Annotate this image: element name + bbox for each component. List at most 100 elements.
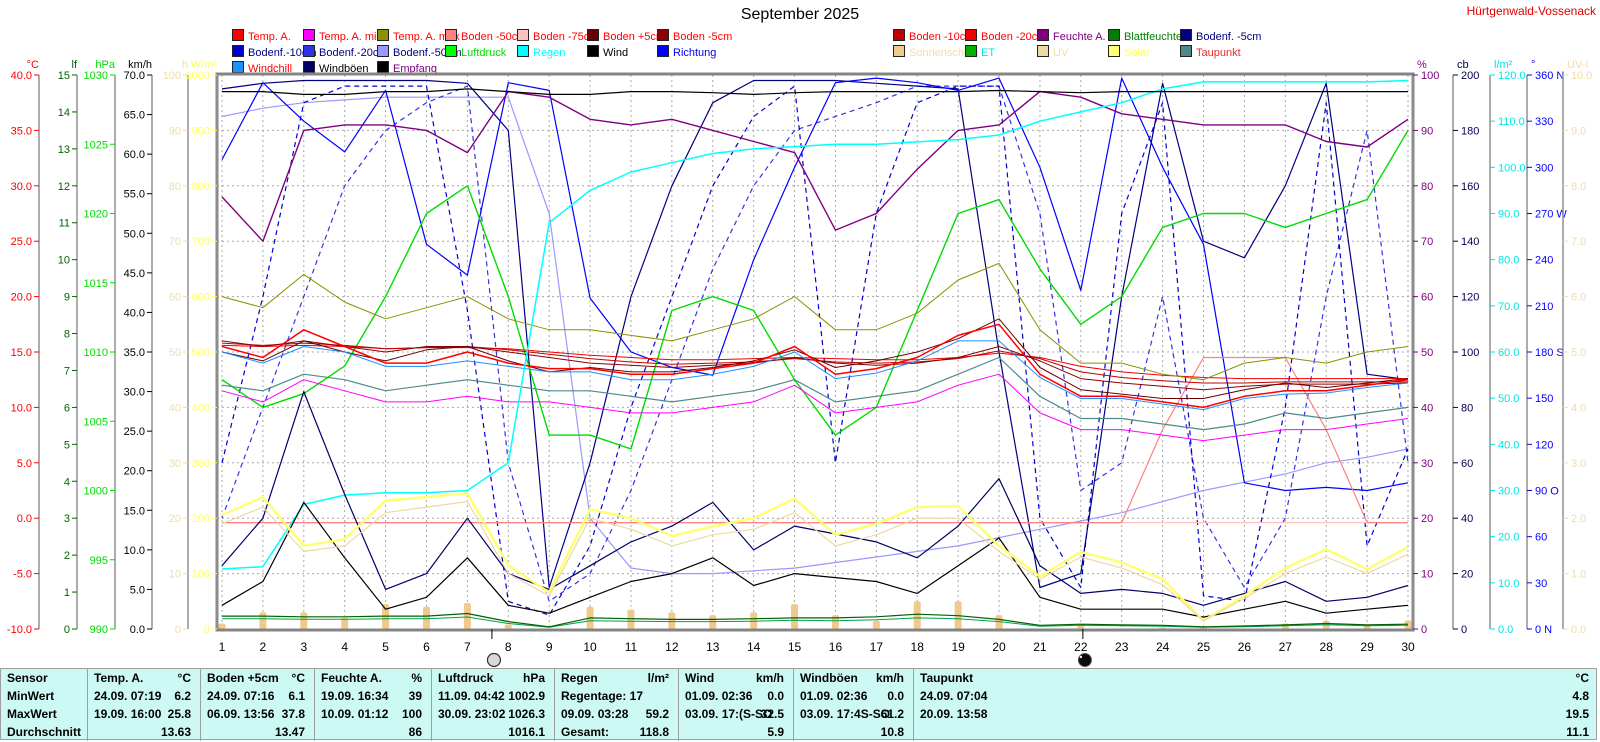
- series-sonnenschein-bar: [218, 623, 226, 629]
- stat-max: 20.09. 13:58 19.5: [914, 706, 1598, 724]
- axis-tick-label: 9: [64, 292, 70, 304]
- series-solar: [221, 492, 1409, 622]
- series-blattfeuchte: [222, 612, 1409, 628]
- x-axis-day-label: 7: [464, 640, 471, 654]
- axis-tick-label: 15: [58, 70, 70, 82]
- legend-swatch-icon: [657, 29, 669, 41]
- legend-swatch-icon: [232, 29, 244, 41]
- stat-avg: 86: [315, 724, 431, 742]
- series-temp-a: [221, 323, 1409, 409]
- stat-header: Temp. A. °C: [88, 670, 200, 688]
- axis-tick-label: 45.0: [124, 268, 145, 280]
- legend-item-luftdruck: Luftdruck: [445, 45, 507, 59]
- legend-swatch-icon: [445, 45, 457, 57]
- stat-min-value: 0.0: [767, 689, 784, 703]
- axis-tick-label: 90.0: [1498, 209, 1519, 221]
- stat-header-label: Taupunkt: [920, 671, 974, 685]
- axis-tick-label: 100: [192, 569, 210, 581]
- axis-tick-label: 0: [175, 624, 181, 636]
- legend-label: Blattfeuchte: [1124, 31, 1183, 43]
- stat-avg-value: 13.63: [160, 725, 191, 739]
- legend-label: Bodenf.-20cm: [319, 47, 388, 59]
- legend-swatch-icon: [517, 45, 529, 57]
- axis-tick-label: 300: [192, 458, 210, 470]
- stats-col-taupunkt: Taupunkt °C 24.09. 07:04 4.8 20.09. 13:58 19.…: [913, 669, 1598, 741]
- x-axis-day-label: 10: [583, 640, 597, 654]
- series-sonnenschein-bar: [831, 615, 839, 629]
- stat-header: Taupunkt °C: [914, 670, 1598, 688]
- axis-tick-label: 30.0: [124, 387, 145, 399]
- legend-label: Luftdruck: [461, 47, 507, 59]
- axis-tick-label: 270 W: [1535, 209, 1567, 221]
- stat-avg-value: 11.1: [1566, 725, 1589, 739]
- legend-label: Bodenf. -5cm: [1196, 31, 1262, 43]
- axis-tick-label: 0.0: [130, 624, 145, 636]
- stat-header-label: Regen: [561, 671, 598, 685]
- legend-label: Richtung: [673, 47, 717, 59]
- x-axis-day-label: 18: [911, 640, 925, 654]
- axis-tick-label: 7.0: [1571, 236, 1586, 248]
- stat-header-label: Boden +5cm: [207, 671, 279, 685]
- axis-tick-label: 60: [1461, 458, 1473, 470]
- legend-label: Boden -5cm: [673, 31, 733, 43]
- row-label-durchschnitt-label: Durchschnitt: [7, 725, 82, 739]
- stat-min-value: 0.0: [887, 689, 904, 703]
- axis-tick-label: 120: [1461, 292, 1479, 304]
- stat-max: 06.09. 13:56 37.8: [201, 706, 314, 724]
- axis-tick-label: 8.0: [1571, 181, 1586, 193]
- x-axis-day-label: 2: [260, 640, 267, 654]
- axis-tick-label: 50.0: [1498, 393, 1519, 405]
- legend-item-windchill: Windchill: [232, 61, 292, 75]
- axis-tick-label: 1010: [84, 347, 108, 359]
- axis-tick-label: 15.0: [124, 505, 145, 517]
- x-axis-day-label: 24: [1156, 640, 1170, 654]
- axis-tick-label: 1005: [84, 416, 108, 428]
- axis-tick-label: 30: [1535, 578, 1547, 590]
- axis-tick-label: 5.0: [17, 458, 32, 470]
- axis-tick-label: 0: [64, 624, 70, 636]
- axis-tick-label: 70: [169, 236, 181, 248]
- stat-header-label: Windböen: [800, 671, 858, 685]
- axis-tick-label: 1.0: [1571, 569, 1586, 581]
- x-axis-day-label: 27: [1279, 640, 1293, 654]
- stat-avg: 13.63: [88, 724, 200, 742]
- legend-label: Windböen: [319, 63, 369, 75]
- axis-tick-label: 90 O: [1535, 486, 1559, 498]
- axis-tick-label: 160: [1461, 181, 1479, 193]
- legend-swatch-icon: [893, 29, 905, 41]
- legend-item-et: ET: [965, 45, 995, 59]
- axis-tick-label: 5.0: [1571, 347, 1586, 359]
- stat-min-label: 24.09. 07:16: [207, 689, 275, 703]
- axis-tick-label: 5: [64, 439, 70, 451]
- axis-tick-label: 8: [64, 329, 70, 341]
- stat-header-value: hPa: [522, 671, 545, 685]
- stat-max-value: 100: [401, 707, 422, 721]
- axis-tick-label: 3.0: [1571, 458, 1586, 470]
- axis-tick-label: -10.0: [7, 624, 32, 636]
- legend-item-bodenf-20cm: Bodenf.-20cm: [303, 45, 388, 59]
- axis-tick-label: 0.0: [1571, 624, 1586, 636]
- series-et: [222, 616, 1409, 628]
- axis-tick-label: 20: [1421, 513, 1433, 525]
- stat-max-label: 19.09. 16:00: [94, 707, 162, 721]
- x-axis-day-label: 19: [951, 640, 965, 654]
- series-bodenf-20cm: [221, 85, 1409, 602]
- axis-tick-label: 20.0: [124, 466, 145, 478]
- legend-item-temp-a-min: Temp. A. min: [303, 29, 383, 43]
- axis-tick-label: 14: [58, 107, 70, 119]
- legend-label: Bodenf.-50cm: [393, 47, 462, 59]
- axis-tick-label: 2: [64, 550, 70, 562]
- series-luftdruck: [221, 130, 1409, 450]
- x-axis-day-label: 20: [992, 640, 1006, 654]
- axis-tick-label: 10: [1421, 569, 1433, 581]
- axis-tick-label: 11: [59, 218, 70, 230]
- stat-avg-label: Gesamt:: [561, 725, 610, 739]
- axis-tick-label: 80: [169, 181, 181, 193]
- axis-tick-label: 600: [192, 292, 210, 304]
- axis-tick-label: 12: [58, 181, 70, 193]
- stat-min: 01.09. 02:36 0.0: [679, 688, 793, 706]
- stat-max-label: 06.09. 13:56: [207, 707, 275, 721]
- axis-tick-label: 60.0: [124, 149, 145, 161]
- stat-avg-value: 13.47: [274, 725, 305, 739]
- axis-tick-label: 35.0: [11, 125, 32, 137]
